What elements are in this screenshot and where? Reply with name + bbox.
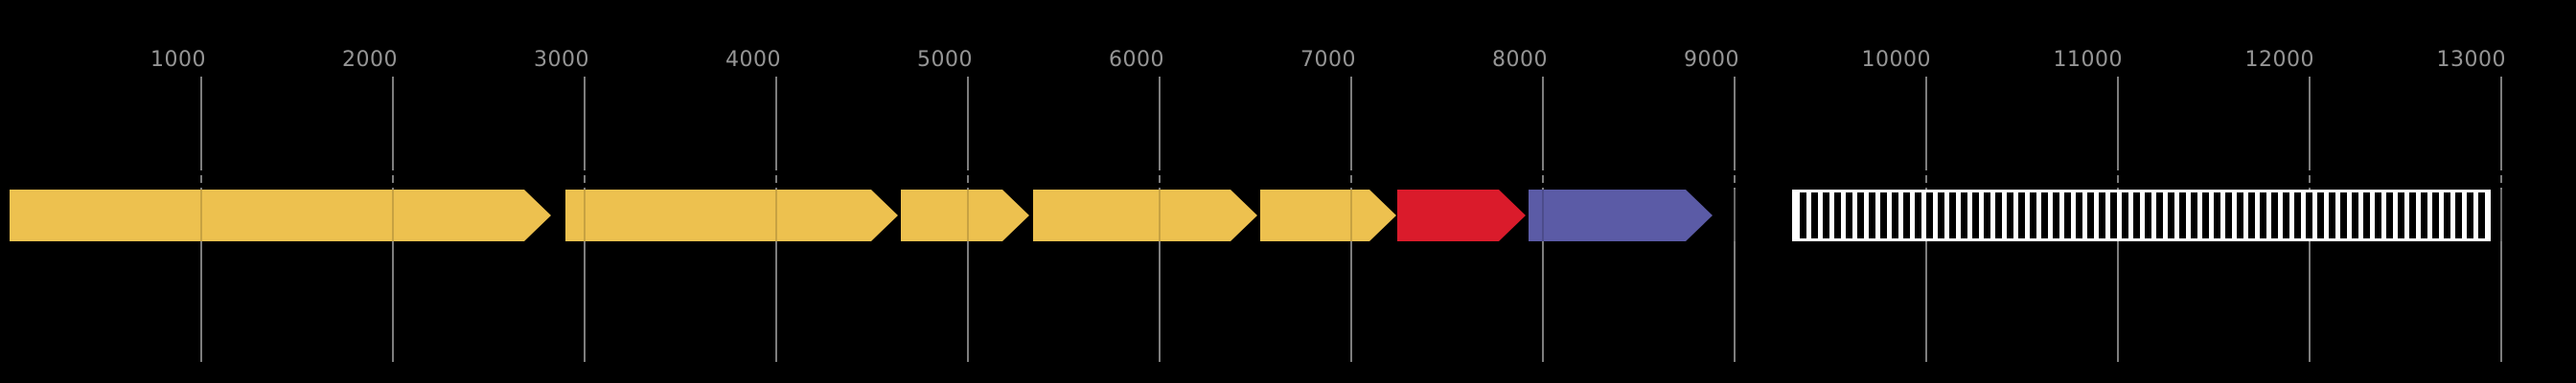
axis-gridline-dash-segment <box>1734 163 1736 188</box>
axis-gridline-dash-segment <box>392 163 394 188</box>
axis-gridline-dash-segment <box>1350 163 1352 188</box>
gridline-over-feature-shade <box>200 190 202 241</box>
gene-arrow-gene-5 <box>1260 190 1396 241</box>
axis-gridline-dash-segment <box>775 163 777 188</box>
axis-gridline <box>2500 77 2502 362</box>
gridline-over-feature-shade <box>392 190 394 241</box>
axis-tick-label: 13000 <box>2436 48 2506 72</box>
axis-gridline-dash-segment <box>200 163 202 188</box>
gene-arrow-gene-7 <box>1529 190 1713 241</box>
axis-gridline-dash-segment <box>2500 163 2502 188</box>
axis-gridline-dash-segment <box>2117 163 2119 188</box>
hatched-region-region-1 <box>1792 190 2491 241</box>
axis-tick-label: 6000 <box>1109 48 1164 72</box>
gridline-over-feature-shade <box>775 190 777 241</box>
axis-tick-label: 10000 <box>1861 48 1931 72</box>
axis-tick-label: 5000 <box>917 48 973 72</box>
axis-tick-label: 2000 <box>342 48 398 72</box>
axis-gridline-dash-segment <box>1925 163 1927 188</box>
gridline-over-feature-shade <box>1734 190 1736 241</box>
axis-tick-label: 12000 <box>2244 48 2314 72</box>
gridline-over-feature-shade <box>1542 190 1544 241</box>
gridline-over-feature-shade <box>2500 190 2502 241</box>
gridline-over-feature-shade <box>967 190 969 241</box>
axis-gridline-dash-segment <box>1542 163 1544 188</box>
axis-gridline-dash-segment <box>584 163 586 188</box>
gridline-over-feature-shade <box>1159 190 1161 241</box>
gene-arrow-gene-1 <box>10 190 551 241</box>
axis-gridline-dash-segment <box>2309 163 2311 188</box>
axis-gridline <box>1734 77 1736 362</box>
gridline-over-feature-shade <box>584 190 586 241</box>
axis-tick-label: 7000 <box>1300 48 1356 72</box>
axis-tick-label: 1000 <box>150 48 206 72</box>
axis-gridline-dash-segment <box>1159 163 1161 188</box>
axis-tick-label: 9000 <box>1684 48 1739 72</box>
gridline-over-feature-shade <box>1350 190 1352 241</box>
axis-gridline-dash-segment <box>967 163 969 188</box>
gene-arrow-gene-4 <box>1033 190 1257 241</box>
axis-tick-label: 11000 <box>2053 48 2123 72</box>
axis-tick-label: 3000 <box>534 48 589 72</box>
gene-arrow-gene-2 <box>565 190 898 241</box>
axis-tick-label: 8000 <box>1492 48 1548 72</box>
axis-tick-label: 4000 <box>725 48 781 72</box>
gene-arrow-gene-3 <box>901 190 1029 241</box>
gene-arrow-gene-6 <box>1397 190 1526 241</box>
